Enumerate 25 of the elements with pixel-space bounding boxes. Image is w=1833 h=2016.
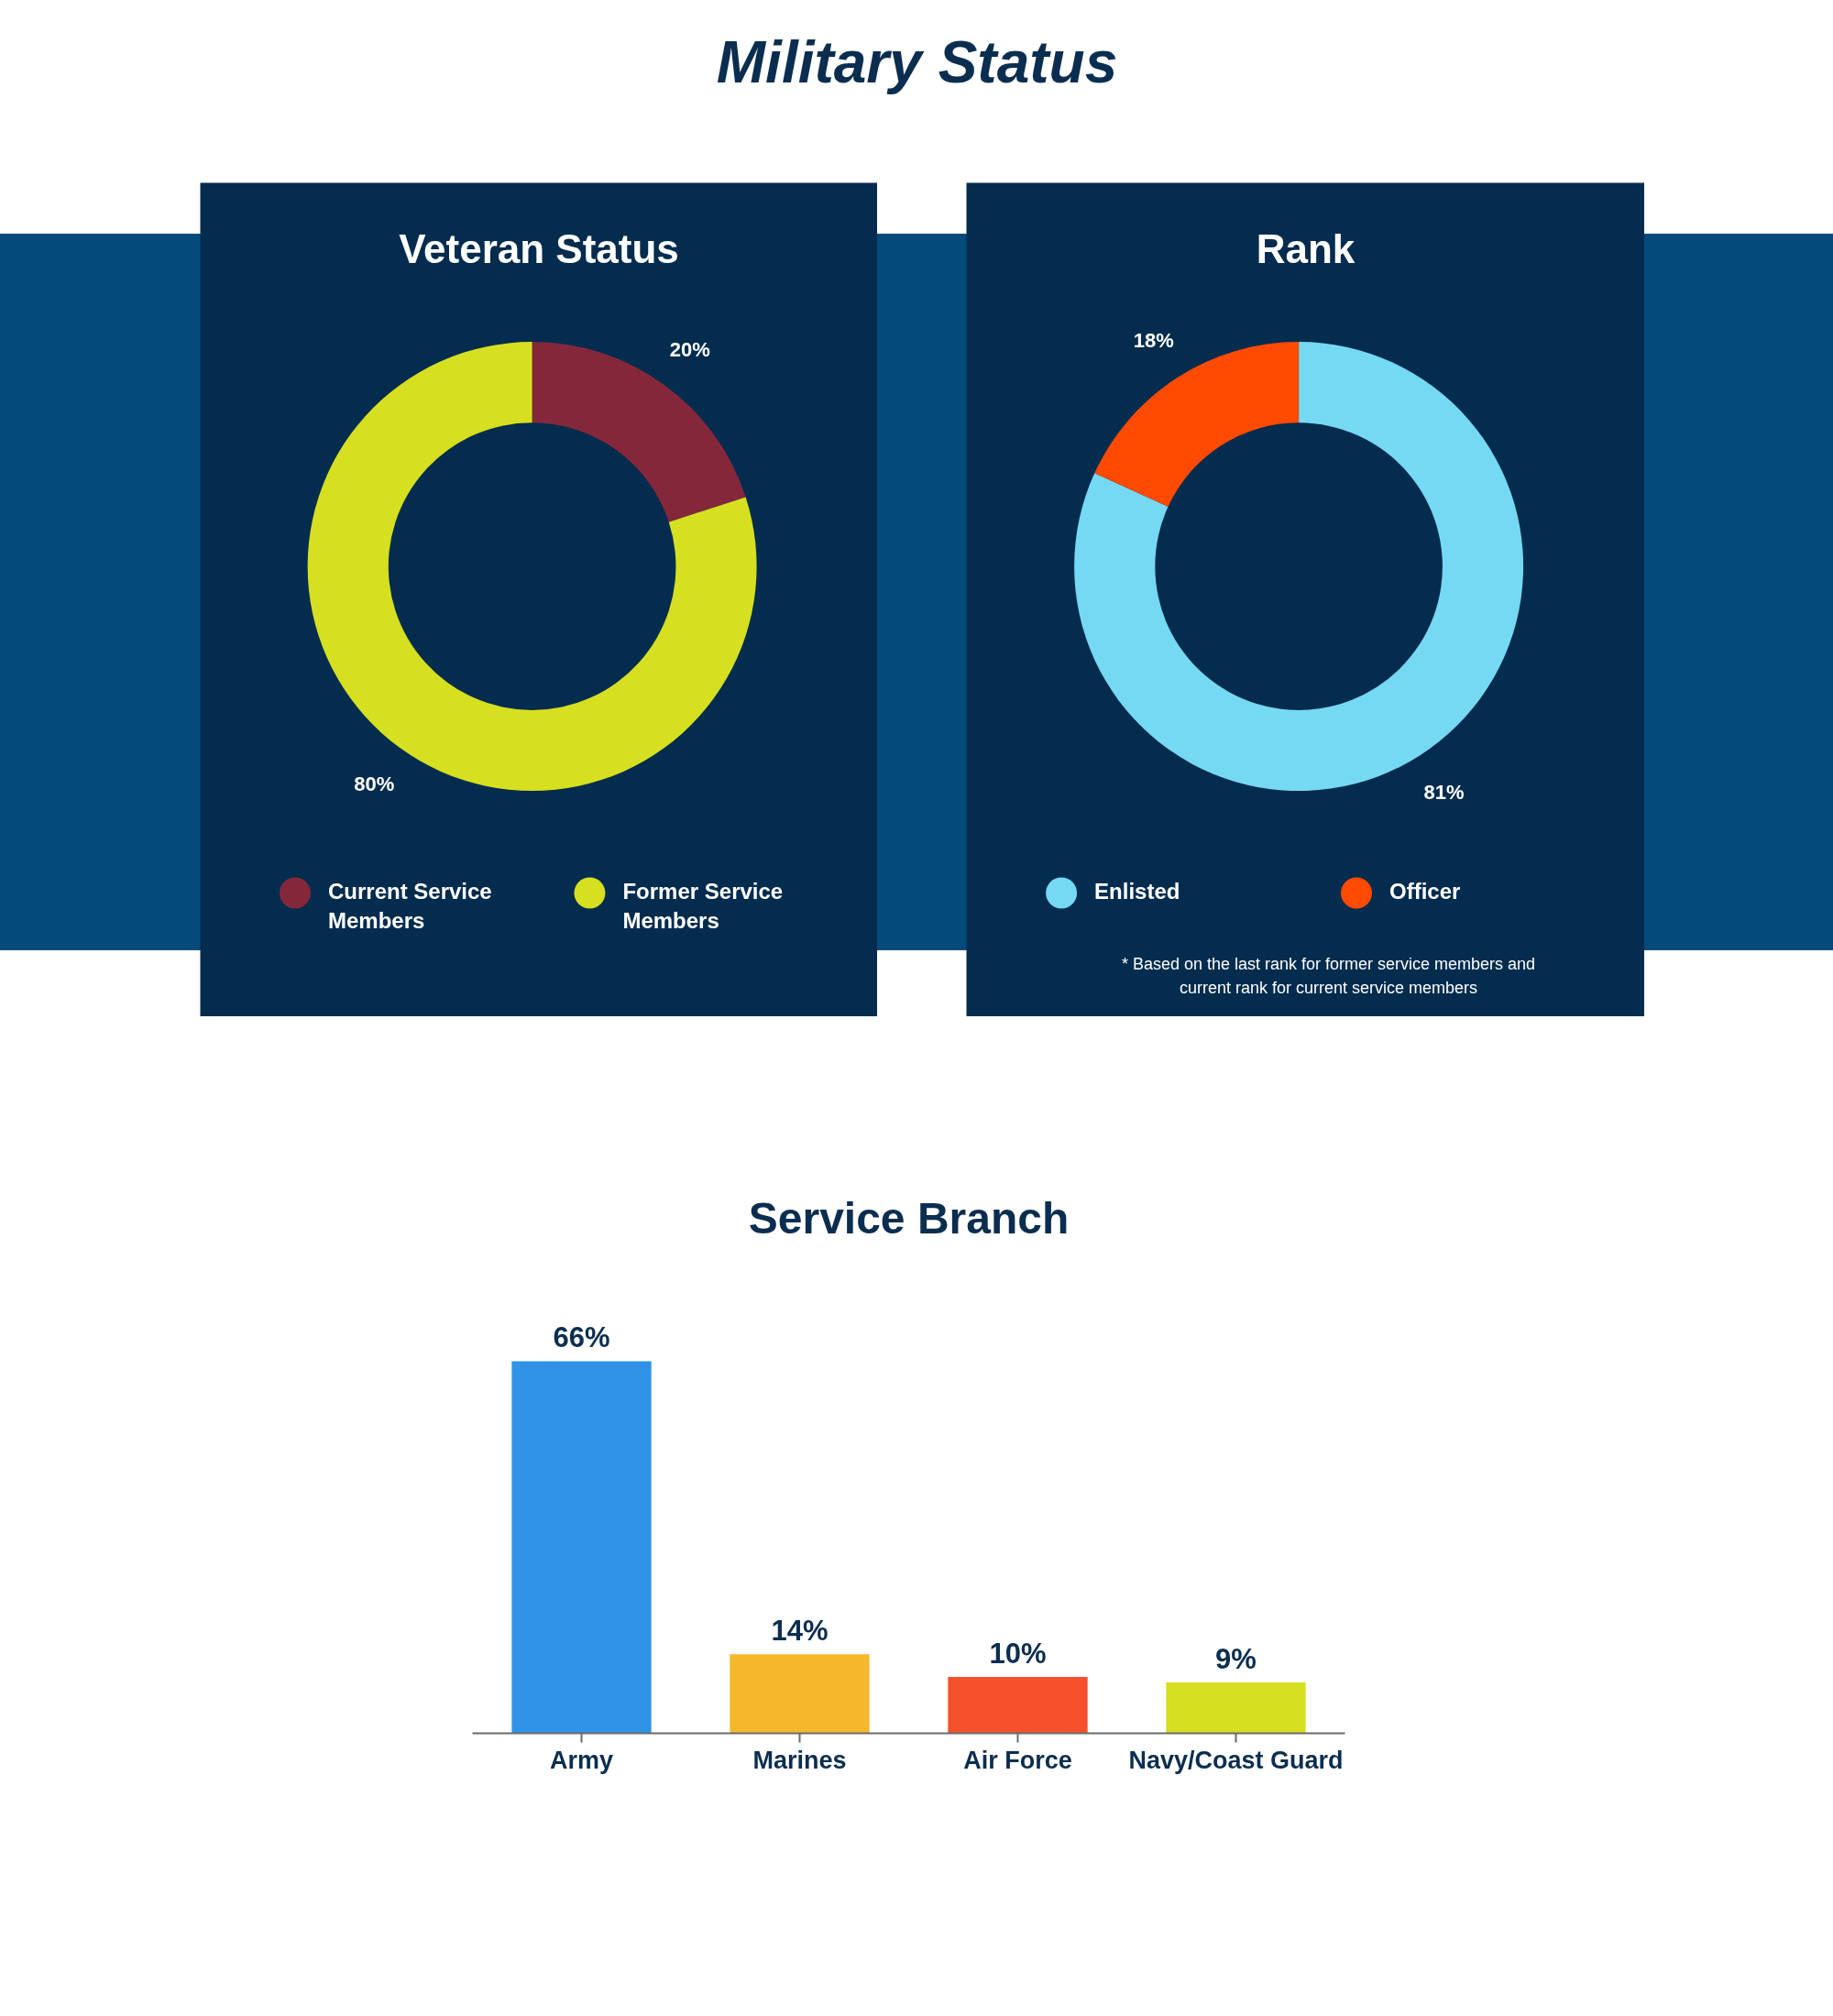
data-label: 81% (1423, 781, 1465, 805)
legend-label: Former Service Members (622, 878, 784, 933)
text: Military Status (716, 29, 1118, 96)
text: * Based on the last rank for former service members and current rank for current service members (1121, 954, 1536, 997)
chart-title: Service Branch (748, 1193, 1070, 1243)
legend-label: Current Service Members (327, 878, 492, 933)
x-tick-label: Air Force (963, 1746, 1072, 1774)
bar (948, 1676, 1088, 1734)
data-label: 80% (354, 772, 395, 795)
data-label: 9% (1215, 1643, 1257, 1676)
legend-label: Enlisted (1094, 878, 1180, 904)
x-tick-label: Navy/Coast Guard (1128, 1746, 1344, 1774)
bar (511, 1361, 652, 1734)
chart-title: Rank (1256, 226, 1356, 271)
legend-label: Officer (1389, 878, 1461, 904)
data-label: 10% (989, 1637, 1047, 1670)
bar (730, 1654, 870, 1734)
bar (1166, 1682, 1306, 1734)
chart-title: Veteran Status (399, 226, 679, 271)
data-label: 20% (669, 337, 710, 361)
x-tick-label: Marines (752, 1746, 847, 1774)
data-label: 18% (1133, 329, 1174, 353)
data-label: 14% (771, 1615, 829, 1648)
data-label: 66% (553, 1321, 610, 1354)
x-tick-label: Army (549, 1746, 614, 1774)
